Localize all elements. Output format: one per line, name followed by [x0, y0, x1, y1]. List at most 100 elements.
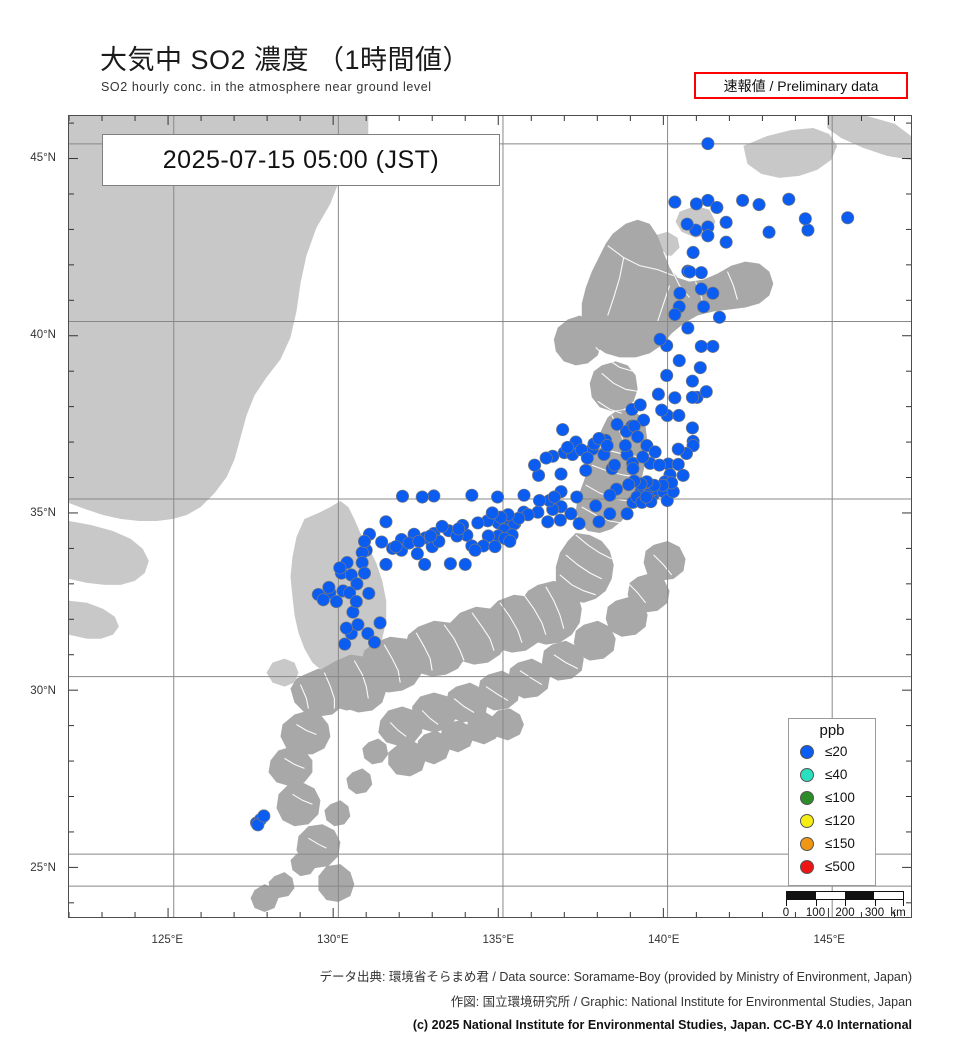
station-marker[interactable] [485, 506, 499, 520]
station-marker[interactable] [697, 300, 711, 314]
station-marker[interactable] [357, 566, 372, 580]
station-marker[interactable] [389, 540, 403, 554]
station-marker[interactable] [355, 556, 369, 570]
station-marker[interactable] [694, 282, 708, 296]
station-marker[interactable] [782, 192, 796, 206]
station-marker[interactable] [600, 439, 614, 453]
station-marker[interactable] [553, 513, 567, 527]
station-marker[interactable] [338, 637, 352, 651]
station-marker[interactable] [443, 557, 457, 571]
station-marker[interactable] [607, 458, 622, 472]
station-marker[interactable] [701, 229, 715, 243]
station-marker[interactable] [801, 223, 815, 237]
station-marker[interactable] [362, 586, 376, 600]
station-marker[interactable] [589, 499, 603, 513]
station-marker[interactable] [633, 398, 647, 412]
station-marker[interactable] [686, 245, 700, 259]
station-marker[interactable] [620, 507, 634, 521]
station-marker[interactable] [676, 468, 690, 482]
station-marker[interactable] [395, 489, 410, 503]
station-marker[interactable] [672, 354, 686, 368]
station-marker[interactable] [736, 193, 750, 207]
station-marker[interactable] [710, 200, 724, 215]
station-marker[interactable] [532, 494, 547, 508]
station-marker[interactable] [418, 557, 432, 571]
station-marker[interactable] [683, 265, 697, 279]
station-marker[interactable] [257, 809, 271, 823]
station-marker[interactable] [488, 540, 502, 554]
station-marker[interactable] [841, 211, 855, 225]
station-marker[interactable] [653, 332, 667, 346]
station-marker[interactable] [468, 543, 482, 557]
station-marker[interactable] [570, 490, 584, 504]
station-marker[interactable] [424, 529, 438, 543]
station-marker[interactable] [412, 534, 426, 548]
station-marker[interactable] [671, 442, 685, 456]
station-marker[interactable] [322, 580, 336, 594]
station-marker[interactable] [592, 431, 606, 446]
station-marker[interactable] [798, 212, 812, 226]
station-marker[interactable] [361, 626, 375, 641]
station-marker[interactable] [660, 368, 674, 382]
station-marker[interactable] [706, 339, 720, 353]
station-marker[interactable] [528, 458, 542, 472]
station-marker[interactable] [580, 451, 594, 465]
station-marker[interactable] [701, 137, 715, 151]
station-marker[interactable] [349, 595, 363, 609]
station-marker[interactable] [637, 413, 651, 427]
station-marker[interactable] [379, 515, 393, 529]
station-marker[interactable] [465, 488, 479, 502]
station-marker[interactable] [452, 522, 466, 536]
station-marker[interactable] [517, 488, 531, 502]
station-marker[interactable] [491, 490, 505, 504]
station-marker[interactable] [719, 235, 733, 249]
station-marker[interactable] [639, 490, 653, 504]
station-marker[interactable] [427, 489, 441, 503]
station-marker[interactable] [673, 286, 687, 300]
station-marker[interactable] [762, 225, 776, 239]
station-marker[interactable] [503, 534, 517, 548]
station-marker[interactable] [680, 217, 694, 231]
station-marker[interactable] [631, 430, 645, 444]
station-marker[interactable] [579, 463, 593, 477]
station-marker[interactable] [685, 374, 699, 388]
station-marker[interactable] [329, 595, 343, 609]
station-marker[interactable] [564, 507, 578, 521]
station-marker[interactable] [435, 519, 449, 533]
station-marker[interactable] [752, 198, 766, 212]
station-marker[interactable] [668, 391, 682, 405]
station-marker[interactable] [333, 561, 347, 575]
station-marker[interactable] [618, 439, 632, 453]
map-plot-area[interactable]: 2025-07-15 05:00 (JST) ppb ≤20 ≤40 ≤100 ≤12… [68, 115, 912, 918]
station-marker[interactable] [685, 390, 699, 404]
station-marker[interactable] [681, 321, 695, 335]
station-marker[interactable] [622, 478, 636, 492]
station-marker[interactable] [694, 266, 708, 280]
station-marker[interactable] [694, 339, 708, 353]
station-marker[interactable] [375, 535, 389, 549]
station-marker[interactable] [541, 515, 555, 529]
station-marker[interactable] [592, 515, 606, 529]
station-marker[interactable] [316, 593, 330, 607]
station-marker[interactable] [410, 547, 424, 561]
station-marker[interactable] [554, 467, 568, 481]
station-marker[interactable] [561, 440, 575, 454]
station-marker[interactable] [689, 197, 703, 211]
station-marker[interactable] [367, 635, 382, 649]
station-marker[interactable] [458, 557, 472, 571]
station-marker[interactable] [668, 195, 682, 209]
station-marker[interactable] [357, 534, 372, 548]
station-marker[interactable] [603, 488, 617, 502]
station-marker[interactable] [648, 445, 662, 459]
station-marker[interactable] [693, 361, 707, 375]
station-marker[interactable] [350, 577, 364, 591]
station-marker[interactable] [706, 286, 720, 300]
station-markers[interactable] [250, 137, 855, 832]
station-marker[interactable] [672, 408, 686, 422]
station-marker[interactable] [685, 421, 699, 435]
station-marker[interactable] [556, 423, 570, 437]
station-marker[interactable] [712, 310, 726, 324]
station-marker[interactable] [626, 462, 640, 476]
station-marker[interactable] [651, 387, 665, 401]
station-marker[interactable] [610, 417, 624, 431]
